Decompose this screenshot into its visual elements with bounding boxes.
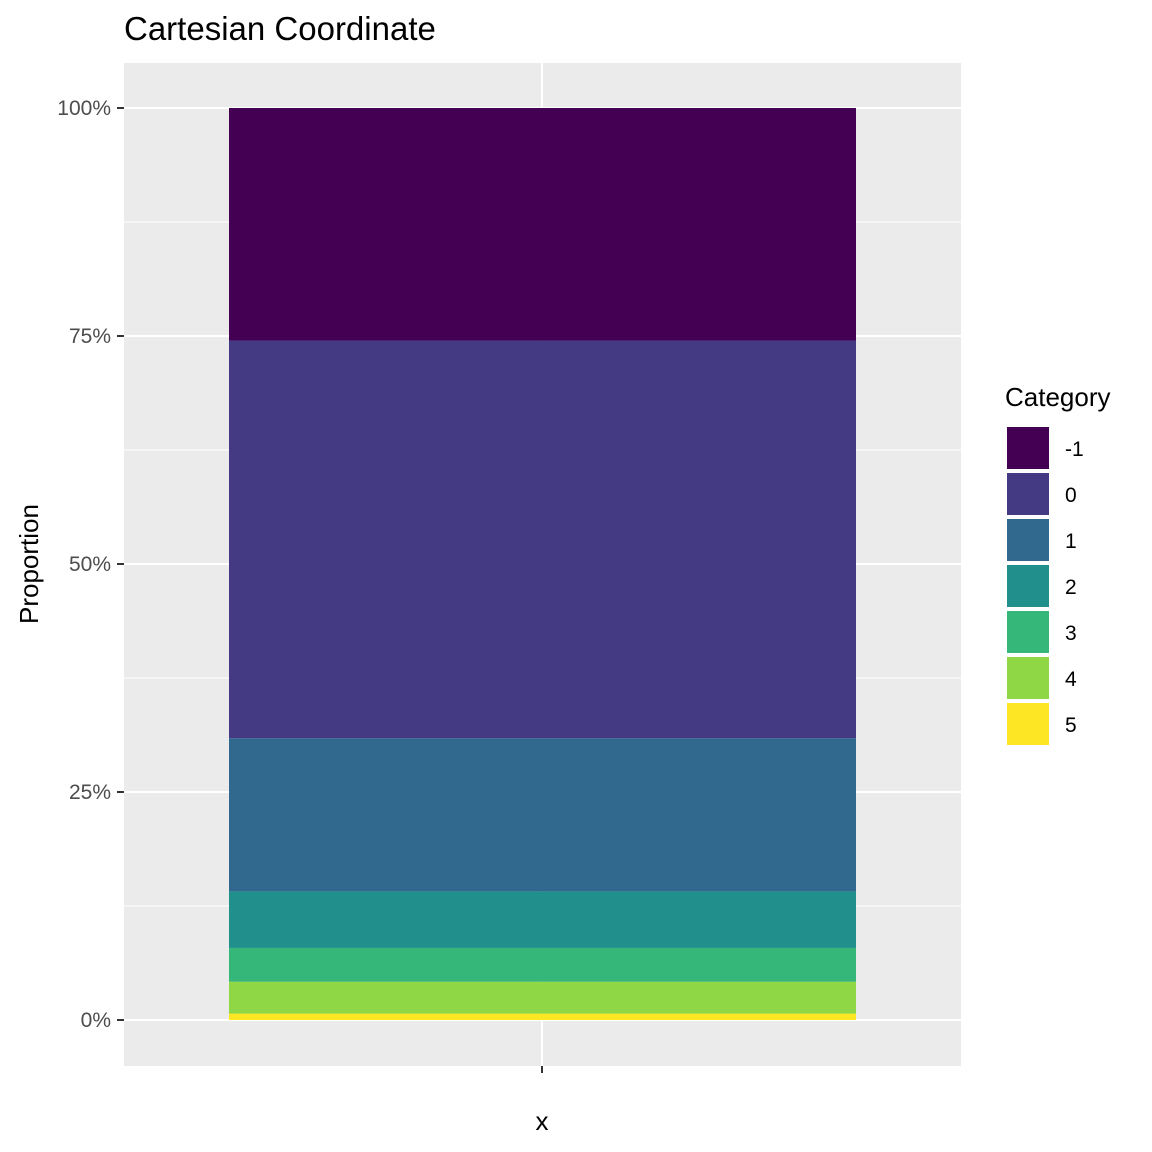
y-tick-label: 50%: [69, 553, 111, 576]
bar-segment-1: [229, 738, 856, 892]
legend-label: 0: [1065, 484, 1077, 507]
legend-key: [1005, 471, 1051, 517]
legend-title: Category: [1005, 382, 1111, 412]
legend-label: 2: [1065, 576, 1077, 599]
legend-key: [1005, 609, 1051, 655]
legend-key: [1005, 517, 1051, 563]
y-tick-label: 0%: [81, 1009, 111, 1032]
x-axis-title: x: [536, 1106, 549, 1136]
y-tick-label: 75%: [69, 325, 111, 348]
legend-label: -1: [1065, 438, 1084, 461]
legend-key: [1005, 563, 1051, 609]
legend-key: [1005, 655, 1051, 701]
legend-label: 4: [1065, 668, 1077, 691]
chart-title: Cartesian Coordinate: [124, 10, 436, 47]
bar-segment-5: [229, 1013, 856, 1020]
legend-label: 5: [1065, 714, 1077, 737]
legend-key: [1005, 701, 1051, 747]
bar-segment--1: [229, 108, 856, 341]
y-axis-title: Proportion: [14, 504, 44, 624]
legend-label: 3: [1065, 622, 1077, 645]
y-tick-label: 100%: [57, 97, 111, 120]
legend: Category -1 0 1 2 3 4 5: [1005, 382, 1111, 747]
y-tick-label: 25%: [69, 781, 111, 804]
stacked-bar: [229, 108, 856, 1020]
y-axis: 0% 25% 50% 75% 100%: [57, 97, 124, 1032]
bar-segment-3: [229, 947, 856, 982]
bar-segment-2: [229, 891, 856, 948]
bar-segment-0: [229, 340, 856, 739]
legend-label: 1: [1065, 530, 1077, 553]
bar-segment-4: [229, 981, 856, 1014]
legend-key: [1005, 425, 1051, 471]
